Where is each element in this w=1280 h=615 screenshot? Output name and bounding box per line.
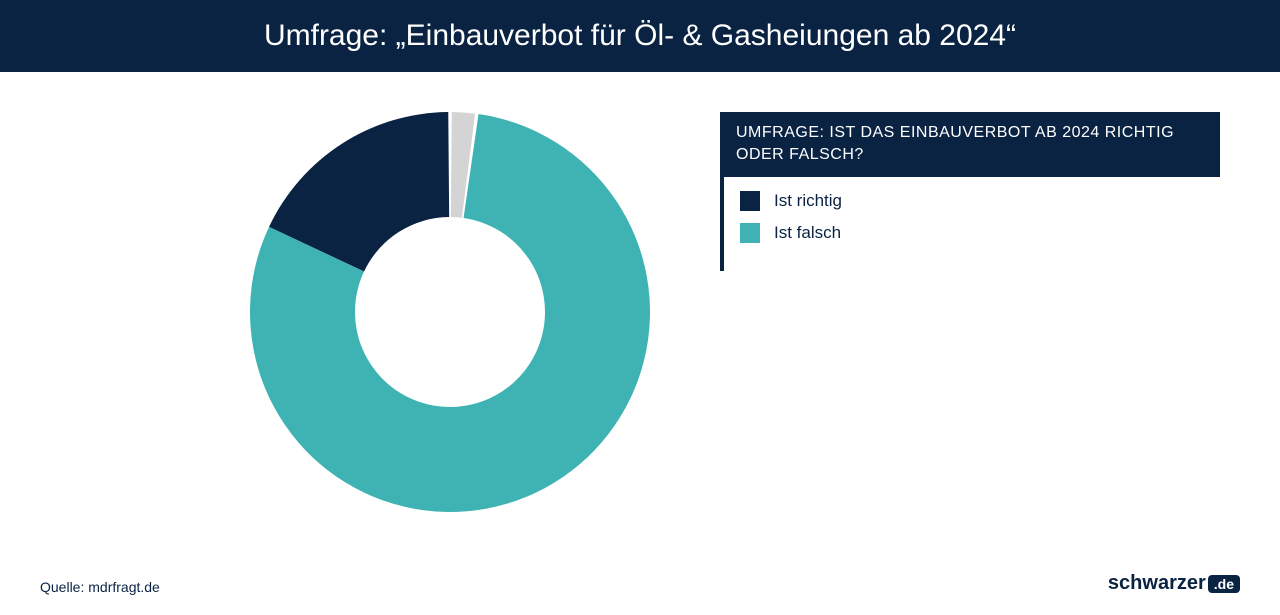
source-label: Quelle: mdrfragt.de [40,579,160,595]
page-header: Umfrage: „Einbauverbot für Öl- & Gasheiu… [0,0,1280,72]
page-title: Umfrage: „Einbauverbot für Öl- & Gasheiu… [264,19,1016,53]
footer: Quelle: mdrfragt.de schwarzer .de [0,572,1280,595]
brand-suffix-badge: .de [1208,575,1240,593]
legend-label: Ist richtig [774,191,842,211]
brand-logo: schwarzer .de [1108,572,1240,595]
legend-item: Ist falsch [740,223,1204,243]
legend-swatch [740,223,760,243]
legend-item: Ist richtig [740,191,1204,211]
donut-chart-container [240,102,660,527]
legend-label: Ist falsch [774,223,841,243]
donut-chart [240,102,660,522]
legend-swatch [740,191,760,211]
legend-container: UMFRAGE: IST DAS EINBAUVERBOT AB 2024 RI… [720,112,1220,271]
legend-title: UMFRAGE: IST DAS EINBAUVERBOT AB 2024 RI… [720,112,1220,177]
brand-text: schwarzer [1108,572,1206,595]
content-area: UMFRAGE: IST DAS EINBAUVERBOT AB 2024 RI… [0,72,1280,527]
legend-body: Ist richtig Ist falsch [720,177,1220,271]
